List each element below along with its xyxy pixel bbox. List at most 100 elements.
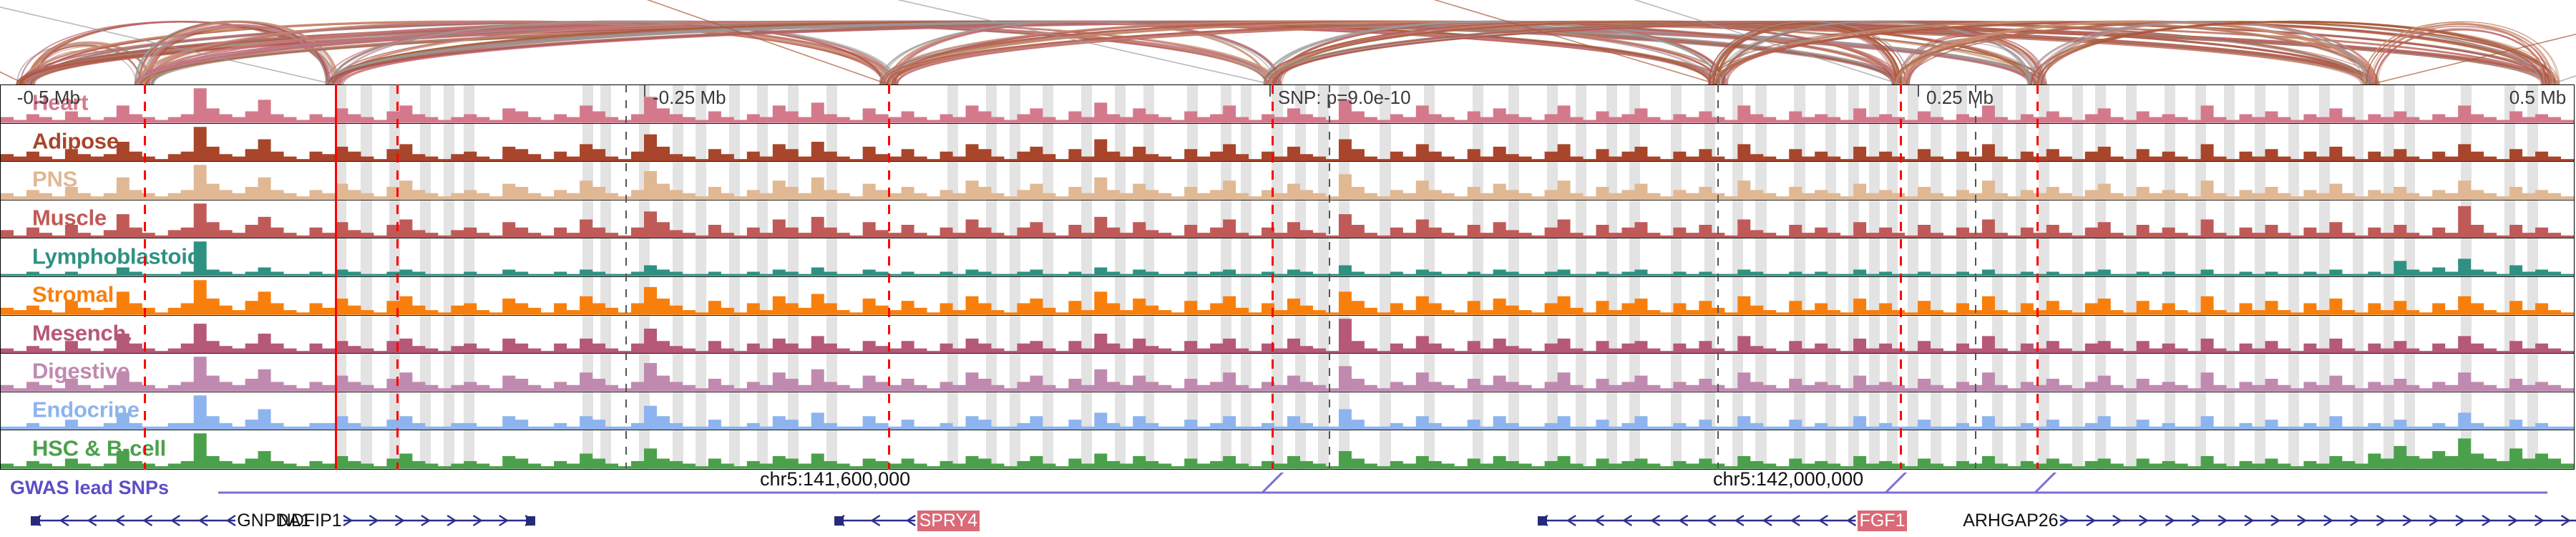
highlight-band xyxy=(1081,315,1093,354)
highlight-band xyxy=(826,238,838,276)
gene-ndfip1[interactable]: NDFIP1 xyxy=(278,510,535,531)
highlight-band xyxy=(1043,238,1054,276)
highlight-band xyxy=(1143,392,1154,430)
highlight-band xyxy=(1043,392,1054,430)
highlight-band xyxy=(443,123,454,162)
highlight-band xyxy=(986,238,997,276)
highlight-band xyxy=(1907,430,1918,469)
highlight-band xyxy=(2404,200,2415,238)
signal-track-digestive[interactable]: Digestive xyxy=(1,354,2574,392)
signal-track-mesench[interactable]: Mesench. xyxy=(1,315,2574,354)
highlight-band xyxy=(2072,354,2083,392)
signal-profile xyxy=(1,241,2574,276)
highlight-band xyxy=(2126,276,2137,315)
gene-structure xyxy=(342,510,535,531)
gwas-track-label: GWAS lead SNPs xyxy=(10,477,170,498)
highlight-band xyxy=(2404,238,2415,276)
highlight-band xyxy=(1825,392,1836,430)
highlight-band xyxy=(1606,85,1617,123)
highlight-band xyxy=(672,200,683,238)
signal-track-pns[interactable]: PNS xyxy=(1,162,2574,200)
highlight-band xyxy=(1886,430,1898,469)
highlight-band xyxy=(2318,315,2331,354)
highlight-band xyxy=(1755,392,1767,430)
highlight-band xyxy=(1606,123,1617,162)
highlight-band xyxy=(1907,85,1918,123)
highlight-band xyxy=(695,430,706,469)
signal-track-hsc-b-cell[interactable]: HSC & B-cell xyxy=(1,430,2574,469)
highlight-band xyxy=(1670,85,1682,123)
track-label-adipose: Adipose xyxy=(32,128,119,154)
highlight-band xyxy=(1886,85,1898,123)
highlight-band xyxy=(2383,162,2394,200)
highlight-band xyxy=(1115,430,1126,469)
highlight-band xyxy=(2404,354,2415,392)
highlight-band xyxy=(1241,354,1252,392)
highlight-band xyxy=(2126,430,2137,469)
highlight-band xyxy=(1547,430,1558,469)
highlight-band xyxy=(1508,430,1520,469)
highlight-band xyxy=(2223,200,2235,238)
gene-spry4[interactable]: SPRY4 xyxy=(834,510,980,531)
highlight-band xyxy=(695,162,706,200)
highlight-band xyxy=(2352,238,2363,276)
highlight-band xyxy=(1848,238,1860,276)
gene-gnpda1[interactable]: GNPDA1 xyxy=(31,510,311,531)
highlight-band xyxy=(1755,238,1767,276)
highlight-band xyxy=(2126,354,2137,392)
highlight-band xyxy=(2255,238,2266,276)
highlight-band xyxy=(2126,85,2137,123)
highlight-band xyxy=(757,354,769,392)
highlight-band xyxy=(757,276,769,315)
highlight-band xyxy=(672,315,683,354)
highlight-band xyxy=(1115,238,1126,276)
signal-track-heart[interactable]: Heart -0.5 Mb -0.25 Mb SNP: p=9.0e-10 0.25 M… xyxy=(1,85,2574,124)
highlight-band xyxy=(1508,238,1520,276)
highlight-band xyxy=(2126,238,2137,276)
track-label-hsc-b-cell: HSC & B-cell xyxy=(32,435,167,461)
highlight-band xyxy=(1009,430,1020,469)
highlight-band xyxy=(420,392,431,430)
highlight-band xyxy=(443,276,454,315)
highlight-band xyxy=(1606,392,1617,430)
highlight-band xyxy=(361,430,372,469)
highlight-band xyxy=(1992,162,2004,200)
highlight-band xyxy=(1009,85,1020,123)
signal-track-lymphoblastoid[interactable]: Lymphoblastoid xyxy=(1,238,2574,277)
highlight-band xyxy=(788,238,799,276)
highlight-band xyxy=(1318,162,1330,200)
highlight-band xyxy=(1272,123,1283,162)
signal-track-muscle[interactable]: Muscle xyxy=(1,200,2574,239)
highlight-band xyxy=(420,315,431,354)
highlight-band xyxy=(1606,162,1617,200)
highlight-band xyxy=(1992,392,2004,430)
highlight-band xyxy=(2352,162,2363,200)
highlight-band xyxy=(1241,85,1252,123)
highlight-band xyxy=(2318,123,2331,162)
highlight-band xyxy=(695,200,706,238)
gene-fgf1[interactable]: FGF1 xyxy=(1538,510,1908,531)
highlight-band xyxy=(2223,85,2235,123)
highlight-band xyxy=(361,238,372,276)
highlight-band xyxy=(1472,238,1483,276)
highlight-band xyxy=(2288,430,2299,469)
highlight-band xyxy=(2195,238,2207,276)
highlight-band xyxy=(1318,200,1330,238)
highlight-band xyxy=(1143,200,1154,238)
highlight-band xyxy=(464,392,475,430)
highlight-band xyxy=(1704,238,1715,276)
highlight-band xyxy=(1272,200,1283,238)
signal-track-adipose[interactable]: Adipose xyxy=(1,123,2574,163)
signal-track-stromal[interactable]: Stromal xyxy=(1,276,2574,316)
signal-track-endocrine[interactable]: Endocrine xyxy=(1,392,2574,431)
highlight-band xyxy=(1992,123,2004,162)
highlight-band xyxy=(1755,430,1767,469)
highlight-band xyxy=(1380,354,1391,392)
highlight-band xyxy=(2255,315,2266,354)
highlight-band xyxy=(1825,123,1836,162)
highlight-band xyxy=(2223,162,2235,200)
highlight-band xyxy=(2318,162,2331,200)
highlight-band xyxy=(1670,430,1682,469)
highlight-band xyxy=(1794,238,1805,276)
gene-arhgap26[interactable]: ARHGAP26 xyxy=(1963,510,2576,531)
